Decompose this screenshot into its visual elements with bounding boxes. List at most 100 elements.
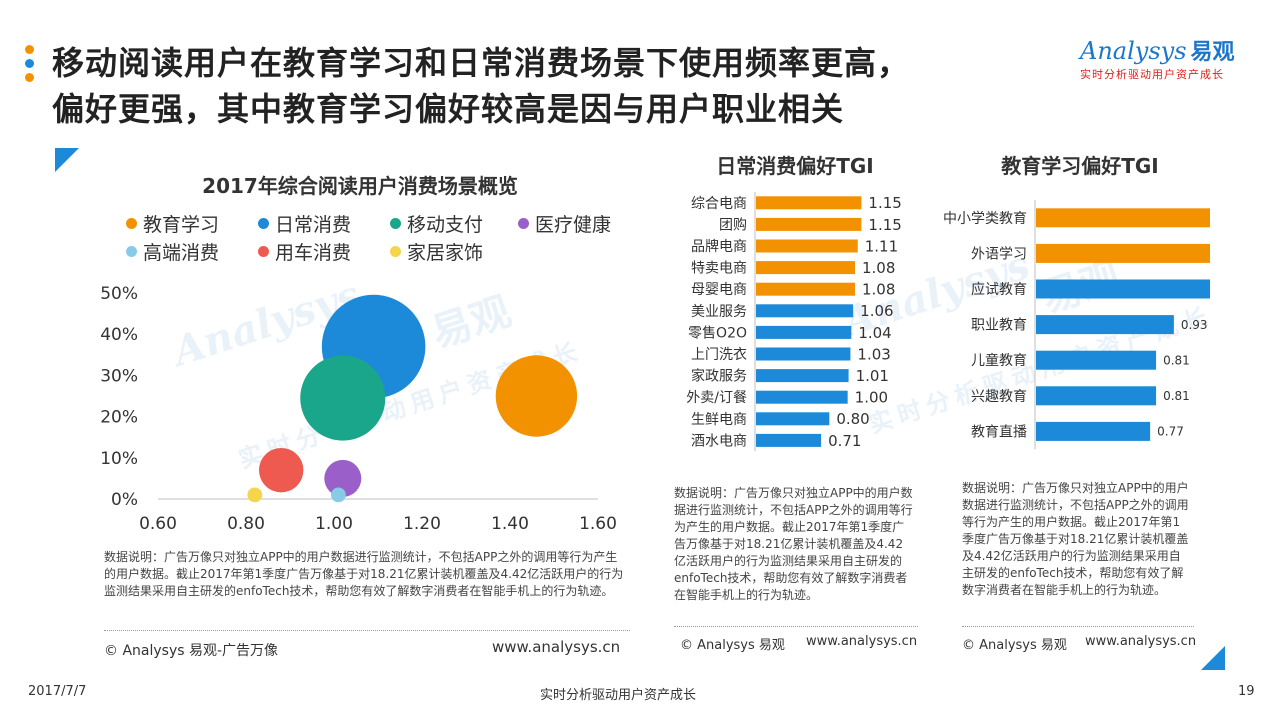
- bar: [756, 304, 854, 318]
- bubble-legend: 教育学习 日常消费 移动支付 医疗健康 高端消费 用车消费 家居家饰: [120, 210, 640, 270]
- value-label: 1.15: [868, 194, 901, 212]
- page-title-line1: 移动阅读用户在教育学习和日常消费场景下使用频率更高，: [52, 44, 911, 82]
- bubble-医疗健康: [324, 459, 362, 497]
- logo-brand-cn: 易观: [1190, 40, 1235, 65]
- logo-brand: Analysys: [1080, 37, 1187, 65]
- category-label: 上门洗衣: [691, 347, 747, 363]
- category-label: 品牌电商: [691, 238, 747, 255]
- edu-tgi-chart: 中小学类教育1.6外语学习1.33应试教育1.2职业教育0.93儿童教育0.81…: [943, 200, 1210, 450]
- bar: [756, 412, 830, 426]
- legend-item: 移动支付: [390, 210, 483, 237]
- y-tick-label: 20%: [100, 408, 138, 428]
- bar: [756, 196, 862, 210]
- bar: [1036, 243, 1210, 263]
- category-label: 应试教育: [971, 281, 1027, 298]
- y-tick-label: 40%: [100, 325, 138, 345]
- category-label: 职业教育: [971, 318, 1027, 334]
- edu-tgi-copyright: © Analysys 易观: [962, 638, 1067, 653]
- bar: [1036, 350, 1157, 370]
- bar: [1036, 208, 1210, 228]
- legend-item: 日常消费: [258, 210, 351, 237]
- value-label: 1.15: [868, 216, 901, 234]
- value-label: 0.77: [1157, 425, 1184, 439]
- daily-tgi-chart: 综合电商 1.15 团购 1.15 品牌电商 1.11 特卖电商 1.08 母婴电商 1.08 美业…: [686, 192, 902, 452]
- y-tick-label: 30%: [100, 366, 138, 386]
- value-label: 0.81: [1163, 354, 1190, 368]
- bar: [1036, 386, 1157, 406]
- legend-item: 教育学习: [126, 210, 219, 237]
- category-label: 儿童教育: [971, 352, 1027, 369]
- bubble-chart-copyright: © Analysys 易观-广告万像: [104, 643, 279, 659]
- category-label: 中小学类教育: [943, 211, 1027, 227]
- legend-swatch: [258, 246, 269, 257]
- value-label: 1.03: [857, 345, 890, 363]
- logo-slogan: 实时分析驱动用户资产成长: [1080, 68, 1224, 81]
- legend-item: 高端消费: [126, 238, 219, 265]
- edu-tgi-url: www.analysys.cn: [1085, 634, 1197, 649]
- edu-tgi-note: 数据说明：广告万像只对独立APP中的用户数据进行监测统计，不包括APP之外的调用…: [962, 481, 1189, 597]
- edu-tgi-title: 教育学习偏好TGI: [1001, 154, 1159, 178]
- bar: [1036, 315, 1174, 335]
- edu-note-divider: [962, 626, 1194, 627]
- value-label: 1.06: [860, 302, 893, 320]
- legend-label: 家居家饰: [407, 242, 484, 264]
- value-label: 1.11: [865, 237, 898, 255]
- legend-swatch: [390, 218, 401, 229]
- value-label: 1.01: [856, 367, 889, 385]
- bar: [756, 261, 855, 275]
- daily-tgi-url: www.analysys.cn: [806, 634, 918, 649]
- category-label: 外语学习: [971, 246, 1027, 262]
- value-label: 1.08: [862, 281, 895, 299]
- footer-slogan: 实时分析驱动用户资产成长: [540, 688, 697, 703]
- bar: [756, 369, 849, 383]
- bar: [756, 390, 848, 404]
- bubble-用车消费: [259, 447, 304, 493]
- title-bullet-dot: [25, 73, 34, 82]
- bubble-家居家饰: [247, 487, 263, 503]
- bar: [756, 325, 852, 339]
- bar: [756, 282, 855, 296]
- corner-triangle-bottom-right: [1201, 646, 1225, 670]
- category-label: 酒水电商: [691, 433, 747, 449]
- daily-note-divider: [674, 626, 918, 627]
- y-tick-label: 10%: [100, 449, 138, 469]
- legend-item: 医疗健康: [518, 210, 611, 237]
- bar: [1036, 279, 1210, 299]
- title-bullet-dot: [25, 45, 34, 54]
- bar: [756, 347, 851, 361]
- legend-label: 教育学习: [143, 214, 220, 236]
- category-label: 外卖/订餐: [686, 390, 747, 406]
- legend-swatch: [258, 218, 269, 229]
- legend-swatch: [518, 218, 529, 229]
- value-label: 0.81: [1163, 389, 1190, 403]
- value-label: 0.93: [1181, 318, 1208, 332]
- legend-item: 家居家饰: [390, 238, 483, 265]
- legend-label: 移动支付: [407, 214, 484, 236]
- legend-label: 医疗健康: [535, 214, 612, 236]
- bubble-chart: 0% 10% 20% 30% 40% 50% 0.60 0.80 1.00 1.20 1.40 1.6…: [100, 284, 617, 534]
- category-label: 兴趣教育: [971, 389, 1027, 405]
- legend-item: 用车消费: [258, 238, 351, 265]
- footer-date: 2017/7/7: [28, 684, 87, 699]
- category-label: 生鲜电商: [691, 412, 747, 428]
- legend-label: 高端消费: [143, 242, 220, 264]
- category-label: 美业服务: [691, 304, 747, 320]
- daily-tgi-title: 日常消费偏好TGI: [716, 154, 874, 178]
- title-bullet-dot: [25, 59, 34, 68]
- category-label: 团购: [719, 217, 747, 233]
- x-tick-label: 1.60: [579, 514, 617, 534]
- category-label: 零售O2O: [688, 325, 747, 341]
- daily-tgi-note: 数据说明：广告万像只对独立APP中的用户数据进行监测统计，不包括APP之外的调用…: [674, 486, 913, 602]
- bubble-教育学习: [495, 355, 578, 437]
- x-tick-label: 1.20: [403, 514, 441, 534]
- bubble-chart-note: 数据说明：广告万像只对独立APP中的用户数据进行监测统计，不包括APP之外的调用…: [104, 550, 624, 598]
- bar: [756, 433, 822, 447]
- bubble-高端消费: [331, 487, 346, 503]
- value-label: 0.80: [836, 410, 869, 428]
- bubble-chart-title: 2017年综合阅读用户消费场景概览: [202, 174, 518, 198]
- legend-swatch: [126, 218, 137, 229]
- category-label: 教育直播: [971, 423, 1027, 440]
- y-tick-label: 0%: [111, 490, 138, 510]
- category-label: 特卖电商: [691, 261, 747, 277]
- category-label: 综合电商: [691, 196, 747, 212]
